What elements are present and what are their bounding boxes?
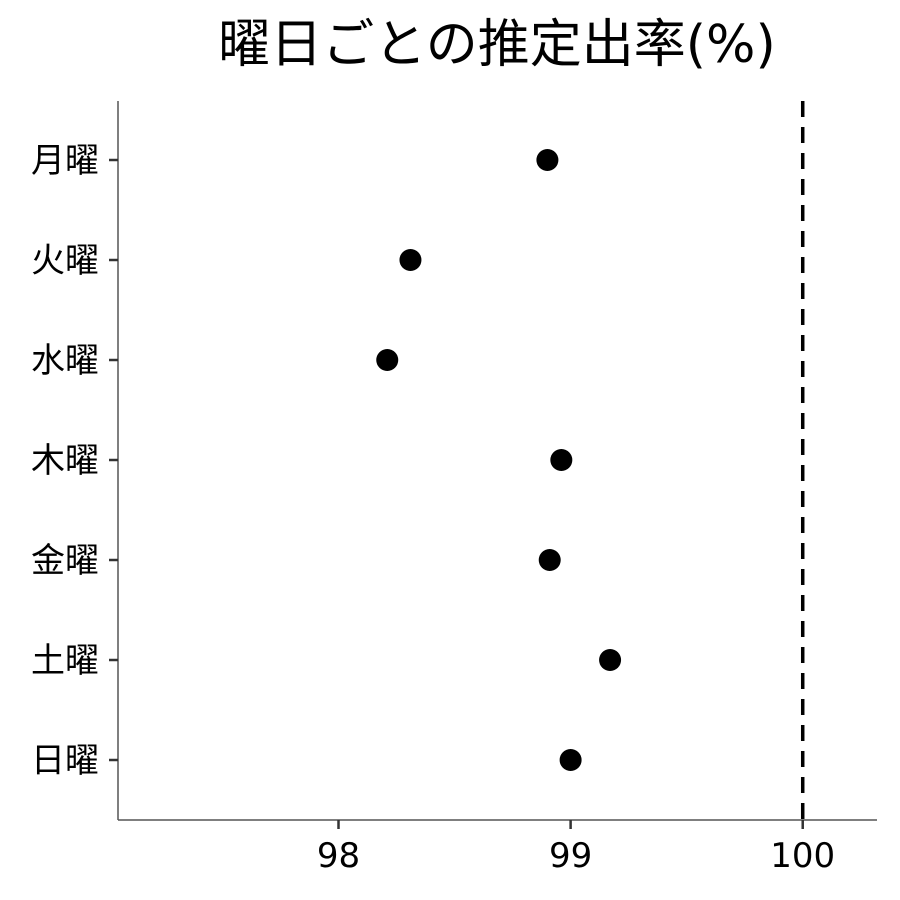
x-axis-ticks: 98 99 100 [317,820,835,876]
y-tick-label: 水曜 [31,341,99,381]
data-point [599,649,622,671]
data-points [376,149,622,771]
data-point [536,149,559,171]
data-point [559,749,582,771]
y-tick-label: 日曜 [31,741,99,781]
data-point [550,449,573,471]
y-tick-label: 木曜 [31,441,99,481]
y-tick-label: 金曜 [31,541,99,581]
data-point [399,249,422,271]
y-tick-label: 土曜 [31,641,99,681]
data-point [376,349,399,371]
x-tick-label: 100 [770,836,835,876]
y-tick-label: 火曜 [31,241,99,281]
x-tick-label: 98 [317,836,360,876]
y-tick-label: 月曜 [31,141,99,181]
data-point [538,549,561,571]
chart-title: 曜日ごとの推定出率(%) [218,15,775,75]
x-tick-label: 99 [549,836,592,876]
